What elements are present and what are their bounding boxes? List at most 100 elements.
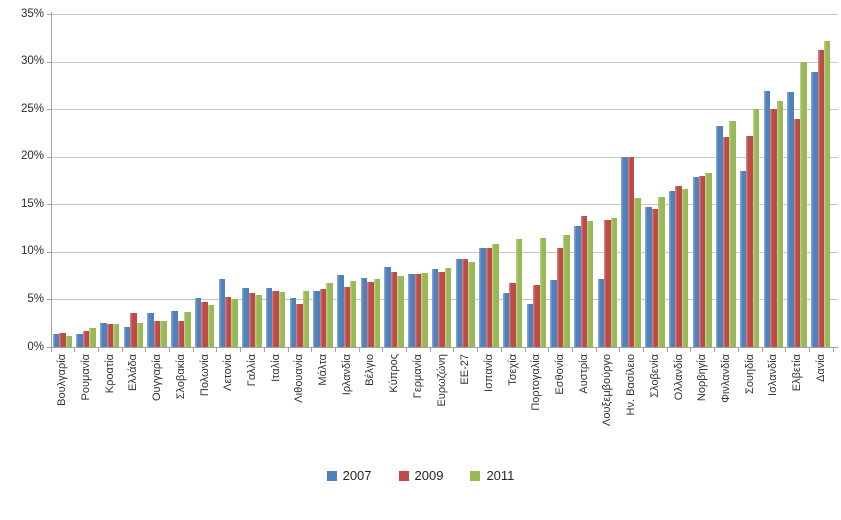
bar-2009 (130, 312, 137, 347)
bar-2009 (746, 135, 753, 347)
bar-2009 (675, 186, 682, 347)
x-tick (737, 348, 739, 352)
x-category-label: Βουλγαρία (56, 354, 69, 406)
x-tick (785, 348, 787, 352)
bar-2007 (668, 190, 676, 347)
bar-2007 (313, 290, 320, 347)
bar-2011 (302, 290, 309, 347)
bar-2011 (65, 335, 72, 347)
bar-2009 (580, 215, 587, 347)
x-tick (50, 348, 52, 352)
x-category-label: Ιρλανδία (340, 354, 353, 396)
bar-2011 (800, 61, 807, 347)
bar-2011 (278, 291, 286, 347)
gridline (50, 156, 838, 158)
legend-swatch-icon (470, 470, 481, 481)
y-axis-label: 0% (27, 340, 44, 353)
bar-2007 (360, 278, 368, 347)
bar-2007 (123, 327, 131, 347)
bar-2011 (397, 275, 404, 347)
x-category-label: Δανία (814, 354, 827, 383)
x-category-label: Ισπανία (482, 354, 495, 392)
bar-2009 (651, 209, 659, 347)
x-tick (548, 348, 550, 352)
y-tick (46, 156, 51, 158)
x-tick (406, 348, 407, 352)
legend-label: 2011 (486, 468, 515, 483)
bar-2009 (248, 292, 256, 347)
legend-swatch-icon (398, 470, 409, 481)
x-tick (382, 348, 384, 352)
bar-2011 (207, 305, 215, 347)
bar-2011 (160, 321, 167, 347)
bar-2011 (89, 327, 96, 347)
bar-2011 (136, 323, 144, 347)
x-tick (240, 348, 242, 352)
legend-item-2009: 2009 (398, 468, 443, 483)
bar-2007 (431, 268, 439, 347)
x-category-label: Ην. Βασίλειο (625, 354, 638, 416)
bar-2009 (225, 296, 232, 347)
bar-2011 (492, 244, 499, 347)
bar-2009 (201, 302, 208, 347)
bar-2009 (296, 304, 303, 347)
bar-2011 (586, 221, 594, 347)
gridline (50, 14, 838, 15)
x-category-label: Αυστρία (577, 354, 590, 394)
bar-2007 (479, 248, 486, 347)
x-tick (74, 348, 76, 352)
bar-2007 (716, 126, 723, 347)
gridline (50, 204, 838, 206)
bar-2009 (604, 219, 611, 347)
x-tick (714, 348, 716, 352)
bar-2011 (373, 279, 381, 347)
bar-2011 (231, 299, 238, 347)
x-category-label: Φινλανδία (719, 354, 732, 403)
bar-2011 (326, 283, 333, 347)
x-category-label: Γαλλία (245, 354, 258, 387)
bar-2009 (793, 118, 801, 347)
x-category-label: Πολωνία (198, 354, 211, 397)
x-tick (169, 348, 170, 352)
x-category-label: Λετονία (222, 354, 235, 391)
bar-2007 (574, 226, 581, 347)
y-tick (46, 204, 51, 206)
legend-item-2011: 2011 (470, 468, 514, 483)
bar-2007 (171, 310, 178, 347)
bar-2007 (218, 279, 225, 347)
bar-2009 (438, 271, 445, 347)
x-category-label: Νορβηγία (696, 354, 709, 402)
bar-2007 (408, 273, 415, 347)
y-tick (46, 61, 51, 63)
bar-2009 (533, 285, 540, 347)
x-tick (145, 348, 147, 352)
x-category-label: Ολλανδία (672, 354, 685, 401)
x-category-label: Σλοβακία (174, 354, 187, 400)
bar-2009 (272, 290, 279, 347)
x-tick (429, 348, 431, 352)
bar-2007 (692, 176, 699, 347)
bar-2011 (681, 189, 689, 347)
bar-2009 (367, 282, 374, 347)
bar-2009 (319, 288, 327, 347)
x-tick (453, 348, 455, 352)
x-category-label: Ουγγαρία (151, 354, 164, 401)
y-axis-label: 35% (20, 7, 44, 20)
y-axis (50, 12, 52, 348)
x-category-label: Ευρωζώνη (435, 354, 448, 407)
x-category-label: Σουηδία (743, 354, 756, 394)
bar-2011 (349, 281, 357, 347)
x-tick (192, 348, 194, 352)
x-tick (595, 348, 597, 352)
gridline (50, 109, 838, 111)
x-tick (571, 348, 573, 352)
x-category-label: Ιταλία (269, 354, 282, 382)
x-tick (477, 348, 479, 352)
bar-2009 (390, 271, 398, 347)
bar-2007 (502, 292, 510, 347)
legend-swatch-icon (326, 470, 337, 481)
bar-2007 (526, 304, 534, 347)
bar-2009 (414, 273, 422, 347)
bar-2011 (563, 234, 570, 347)
